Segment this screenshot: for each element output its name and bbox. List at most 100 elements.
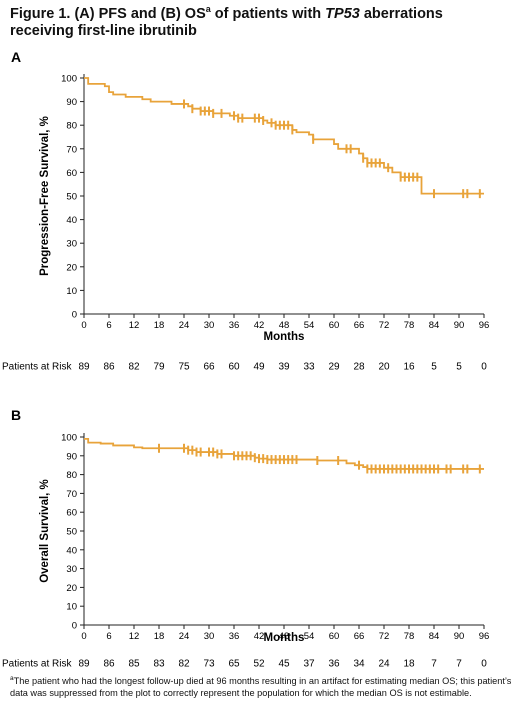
y-tick-label: 10 <box>66 602 77 613</box>
y-tick-label: 50 <box>66 192 77 203</box>
figure-title-suffix: aberrations receiving first-line ibrutin… <box>10 6 443 39</box>
at-risk-count: 52 <box>253 659 265 670</box>
y-tick-label: 90 <box>66 451 77 462</box>
at-risk-count: 16 <box>403 362 415 373</box>
at-risk-count: 36 <box>328 659 340 670</box>
y-tick-label: 30 <box>66 564 77 575</box>
at-risk-count: 45 <box>278 659 290 670</box>
x-tick-label: 30 <box>204 631 215 642</box>
y-tick-label: 0 <box>72 621 77 632</box>
at-risk-count: 75 <box>178 362 190 373</box>
y-tick-label: 60 <box>66 508 77 519</box>
at-risk-count: 89 <box>78 659 90 670</box>
at-risk-count: 5 <box>456 362 462 373</box>
panel-letter: A <box>11 49 21 65</box>
figure-title-prefix: Figure 1. (A) PFS and (B) OS <box>10 6 206 22</box>
y-tick-label: 70 <box>66 144 77 155</box>
x-tick-label: 84 <box>429 631 440 642</box>
at-risk-count: 79 <box>153 362 165 373</box>
x-tick-label: 60 <box>329 320 340 331</box>
x-tick-label: 24 <box>179 631 190 642</box>
at-risk-count: 89 <box>78 362 90 373</box>
at-risk-count: 86 <box>103 659 115 670</box>
y-tick-label: 10 <box>66 286 77 297</box>
footnote-superscript: a <box>10 674 14 682</box>
x-tick-label: 0 <box>81 320 86 331</box>
x-tick-label: 6 <box>106 320 111 331</box>
x-tick-label: 42 <box>254 631 265 642</box>
x-tick-label: 90 <box>454 320 465 331</box>
x-tick-label: 18 <box>154 320 165 331</box>
at-risk-count: 0 <box>481 362 487 373</box>
y-tick-label: 90 <box>66 97 77 108</box>
x-tick-label: 72 <box>379 320 390 331</box>
at-risk-count: 7 <box>456 659 462 670</box>
at-risk-count: 82 <box>128 362 140 373</box>
y-tick-label: 100 <box>61 74 77 85</box>
y-axis-title: Overall Survival, % <box>39 479 51 583</box>
at-risk-count: 60 <box>228 362 240 373</box>
footnote-text: The patient who had the longest follow-u… <box>10 676 512 698</box>
at-risk-count: 37 <box>303 659 315 670</box>
at-risk-count: 66 <box>203 362 215 373</box>
y-tick-label: 20 <box>66 583 77 594</box>
y-tick-label: 60 <box>66 168 77 179</box>
x-tick-label: 66 <box>354 631 365 642</box>
y-tick-label: 40 <box>66 545 77 556</box>
x-tick-label: 12 <box>129 631 140 642</box>
survival-curve <box>84 77 484 195</box>
x-tick-label: 48 <box>279 320 290 331</box>
at-risk-count: 5 <box>431 362 437 373</box>
x-tick-label: 66 <box>354 320 365 331</box>
at-risk-count: 20 <box>378 362 390 373</box>
x-tick-label: 6 <box>106 631 111 642</box>
at-risk-count: 39 <box>278 362 290 373</box>
figure-footnote: aThe patient who had the longest follow-… <box>10 675 515 699</box>
figure-title-superscript: a <box>205 4 211 15</box>
y-tick-label: 70 <box>66 489 77 500</box>
x-tick-label: 36 <box>229 320 240 331</box>
at-risk-count: 82 <box>178 659 190 670</box>
x-tick-label: 30 <box>204 320 215 331</box>
at-risk-count: 7 <box>431 659 437 670</box>
at-risk-label: Patients at Risk <box>2 659 72 670</box>
figure-title-mid: of patients with <box>210 6 326 22</box>
at-risk-count: 83 <box>153 659 165 670</box>
x-tick-label: 72 <box>379 631 390 642</box>
figure-title-gene: TP53 <box>325 6 360 22</box>
x-tick-label: 18 <box>154 631 165 642</box>
y-tick-label: 50 <box>66 527 77 538</box>
at-risk-count: 73 <box>203 659 215 670</box>
x-tick-label: 42 <box>254 320 265 331</box>
at-risk-count: 65 <box>228 659 240 670</box>
x-tick-label: 84 <box>429 320 440 331</box>
y-tick-label: 100 <box>61 433 77 444</box>
x-tick-label: 78 <box>404 320 415 331</box>
x-tick-label: 96 <box>479 320 490 331</box>
y-tick-label: 80 <box>66 121 77 132</box>
x-tick-label: 90 <box>454 631 465 642</box>
x-axis-title: Months <box>264 331 305 343</box>
x-tick-label: 36 <box>229 631 240 642</box>
at-risk-label: Patients at Risk <box>2 362 72 373</box>
at-risk-count: 49 <box>253 362 265 373</box>
y-tick-label: 80 <box>66 470 77 481</box>
x-tick-label: 54 <box>304 631 315 642</box>
y-tick-label: 40 <box>66 215 77 226</box>
at-risk-count: 34 <box>353 659 365 670</box>
x-tick-label: 78 <box>404 631 415 642</box>
at-risk-count: 0 <box>481 659 487 670</box>
y-axis-title: Progression-Free Survival, % <box>39 116 51 276</box>
at-risk-count: 86 <box>103 362 115 373</box>
x-tick-label: 60 <box>329 631 340 642</box>
at-risk-count: 24 <box>378 659 390 670</box>
at-risk-count: 29 <box>328 362 340 373</box>
at-risk-count: 33 <box>303 362 315 373</box>
panel-letter: B <box>11 407 21 423</box>
at-risk-count: 85 <box>128 659 140 670</box>
figure-title: Figure 1. (A) PFS and (B) OSa of patient… <box>10 4 510 40</box>
at-risk-count: 18 <box>403 659 415 670</box>
